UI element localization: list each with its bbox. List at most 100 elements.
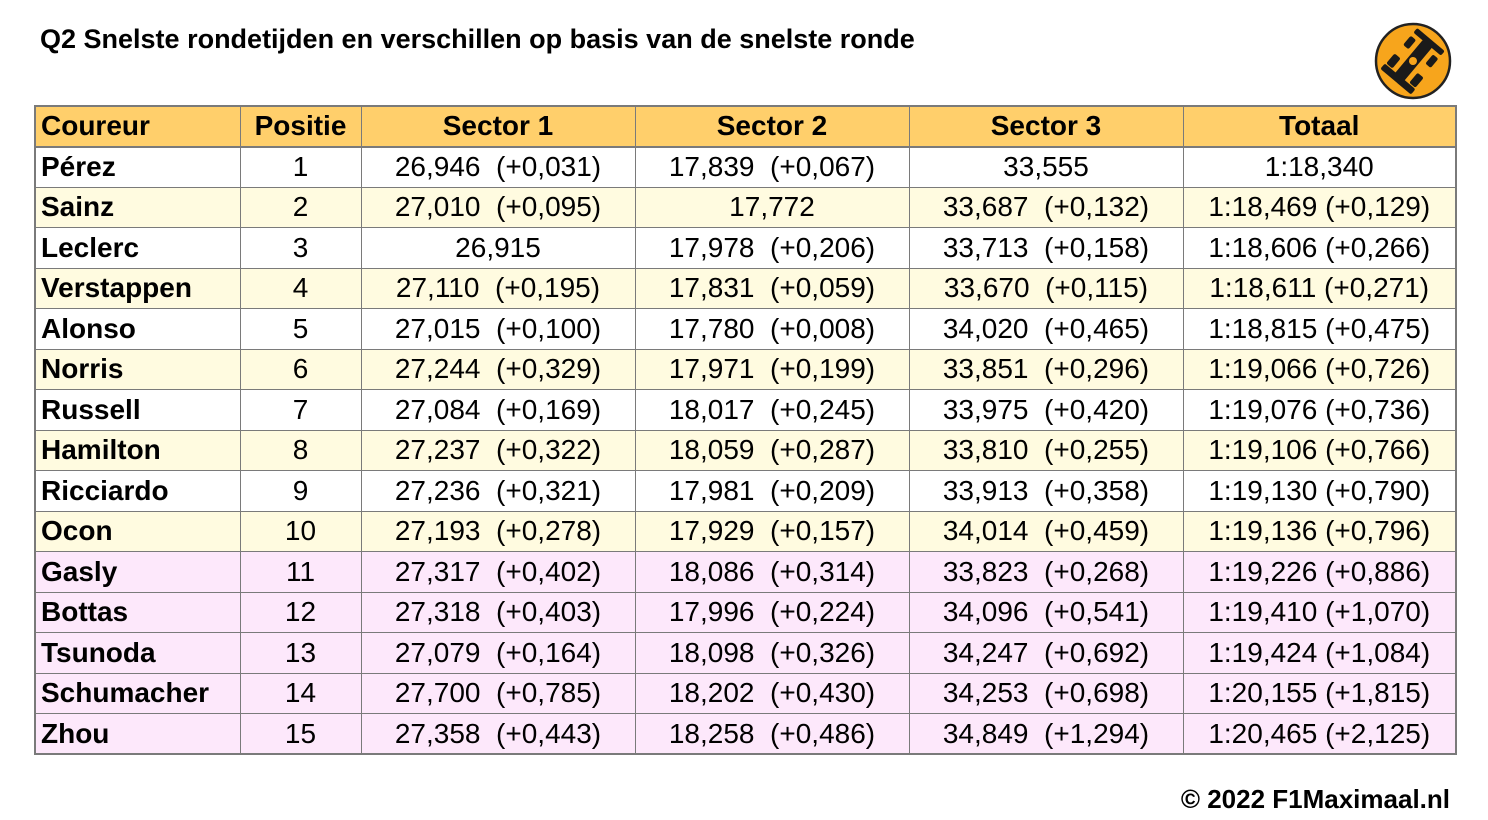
- header-coureur: Coureur: [34, 105, 241, 148]
- cell-sector-1: 27,317 (+0,402): [360, 551, 636, 593]
- cell-sector-1: 27,236 (+0,321): [360, 470, 636, 512]
- cell-sector-2: 17,780 (+0,008): [634, 308, 910, 350]
- cell-sector-1: 27,237 (+0,322): [360, 429, 636, 471]
- cell-position: 5: [239, 308, 362, 350]
- cell-total: 1:19,076 (+0,736): [1182, 389, 1457, 431]
- table-row: Norris 6 27,244 (+0,329) 17,971 (+0,199) 33,…: [34, 348, 1457, 390]
- cell-position: 11: [239, 551, 362, 593]
- cell-sector-3: 34,020 (+0,465): [908, 308, 1184, 350]
- cell-sector-2: 17,831 (+0,059): [634, 267, 910, 309]
- table-row: Sainz 2 27,010 (+0,095) 17,772 33,687 (+0,13…: [34, 186, 1457, 228]
- cell-position: 15: [239, 713, 362, 755]
- cell-total: 1:19,410 (+1,070): [1182, 591, 1457, 633]
- cell-sector-2: 17,971 (+0,199): [634, 348, 910, 390]
- cell-driver: Pérez: [34, 146, 241, 188]
- cell-sector-3: 33,823 (+0,268): [908, 551, 1184, 593]
- cell-driver: Hamilton: [34, 429, 241, 471]
- cell-total: 1:19,424 (+1,084): [1182, 632, 1457, 674]
- header-sector-1: Sector 1: [360, 105, 636, 148]
- cell-sector-2: 17,978 (+0,206): [634, 227, 910, 269]
- cell-driver: Ricciardo: [34, 470, 241, 512]
- copyright-text: © 2022 F1Maximaal.nl: [1180, 784, 1450, 814]
- cell-sector-3: 34,247 (+0,692): [908, 632, 1184, 674]
- cell-driver: Tsunoda: [34, 632, 241, 674]
- cell-position: 9: [239, 470, 362, 512]
- cell-sector-2: 17,772: [634, 186, 910, 228]
- cell-position: 2: [239, 186, 362, 228]
- cell-driver: Sainz: [34, 186, 241, 228]
- cell-sector-2: 17,981 (+0,209): [634, 470, 910, 512]
- cell-sector-1: 27,318 (+0,403): [360, 591, 636, 633]
- cell-driver: Gasly: [34, 551, 241, 593]
- table-row: Alonso 5 27,015 (+0,100) 17,780 (+0,008) 34,…: [34, 308, 1457, 350]
- cell-sector-1: 26,946 (+0,031): [360, 146, 636, 188]
- cell-position: 13: [239, 632, 362, 674]
- cell-total: 1:19,066 (+0,726): [1182, 348, 1457, 390]
- header-positie: Positie: [239, 105, 362, 148]
- header-row: Coureur Positie Sector 1 Sector 2 Sector…: [34, 105, 1457, 148]
- cell-sector-2: 18,059 (+0,287): [634, 429, 910, 471]
- cell-sector-3: 34,253 (+0,698): [908, 672, 1184, 714]
- cell-sector-3: 33,713 (+0,158): [908, 227, 1184, 269]
- cell-sector-1: 27,010 (+0,095): [360, 186, 636, 228]
- cell-sector-1: 27,084 (+0,169): [360, 389, 636, 431]
- table-row: Schumacher 14 27,700 (+0,785) 18,202 (+0,43…: [34, 672, 1457, 714]
- cell-position: 12: [239, 591, 362, 633]
- cell-sector-3: 33,810 (+0,255): [908, 429, 1184, 471]
- cell-sector-3: 33,687 (+0,132): [908, 186, 1184, 228]
- cell-sector-1: 27,358 (+0,443): [360, 713, 636, 755]
- cell-sector-3: 34,849 (+1,294): [908, 713, 1184, 755]
- cell-total: 1:20,465 (+2,125): [1182, 713, 1457, 755]
- table-row: Zhou 15 27,358 (+0,443) 18,258 (+0,486) 34,8…: [34, 713, 1457, 755]
- cell-sector-3: 33,913 (+0,358): [908, 470, 1184, 512]
- cell-position: 6: [239, 348, 362, 390]
- cell-driver: Zhou: [34, 713, 241, 755]
- cell-driver: Russell: [34, 389, 241, 431]
- cell-position: 14: [239, 672, 362, 714]
- cell-sector-1: 27,110 (+0,195): [360, 267, 636, 309]
- cell-position: 1: [239, 146, 362, 188]
- table-row: Bottas 12 27,318 (+0,403) 17,996 (+0,224) 34…: [34, 591, 1457, 633]
- cell-driver: Ocon: [34, 510, 241, 552]
- header-totaal: Totaal: [1182, 105, 1457, 148]
- cell-driver: Bottas: [34, 591, 241, 633]
- table-row: Hamilton 8 27,237 (+0,322) 18,059 (+0,287) 3…: [34, 429, 1457, 471]
- cell-sector-3: 34,014 (+0,459): [908, 510, 1184, 552]
- cell-sector-2: 18,086 (+0,314): [634, 551, 910, 593]
- cell-total: 1:18,340: [1182, 146, 1457, 188]
- table-row: Tsunoda 13 27,079 (+0,164) 18,098 (+0,326) 3…: [34, 632, 1457, 674]
- table-row: Pérez 1 26,946 (+0,031) 17,839 (+0,067) 33,5…: [34, 146, 1457, 188]
- cell-sector-2: 17,929 (+0,157): [634, 510, 910, 552]
- cell-sector-1: 27,244 (+0,329): [360, 348, 636, 390]
- cell-sector-1: 27,079 (+0,164): [360, 632, 636, 674]
- cell-sector-3: 33,975 (+0,420): [908, 389, 1184, 431]
- cell-total: 1:18,606 (+0,266): [1182, 227, 1457, 269]
- cell-position: 4: [239, 267, 362, 309]
- cell-total: 1:19,226 (+0,886): [1182, 551, 1457, 593]
- cell-sector-2: 18,258 (+0,486): [634, 713, 910, 755]
- table-row: Leclerc 3 26,915 17,978 (+0,206) 33,713 (+0,…: [34, 227, 1457, 269]
- cell-sector-2: 18,098 (+0,326): [634, 632, 910, 674]
- cell-total: 1:19,130 (+0,790): [1182, 470, 1457, 512]
- cell-sector-2: 17,839 (+0,067): [634, 146, 910, 188]
- cell-sector-3: 33,670 (+0,115): [908, 267, 1184, 309]
- table-row: Ocon 10 27,193 (+0,278) 17,929 (+0,157) 34,0…: [34, 510, 1457, 552]
- cell-position: 3: [239, 227, 362, 269]
- cell-sector-2: 18,202 (+0,430): [634, 672, 910, 714]
- cell-driver: Norris: [34, 348, 241, 390]
- results-table: Coureur Positie Sector 1 Sector 2 Sector…: [34, 105, 1457, 755]
- cell-sector-1: 27,193 (+0,278): [360, 510, 636, 552]
- table-row: Russell 7 27,084 (+0,169) 18,017 (+0,245) 33…: [34, 389, 1457, 431]
- table-body: Pérez 1 26,946 (+0,031) 17,839 (+0,067) 33,5…: [34, 146, 1457, 755]
- cell-total: 1:18,815 (+0,475): [1182, 308, 1457, 350]
- cell-total: 1:19,136 (+0,796): [1182, 510, 1457, 552]
- cell-position: 7: [239, 389, 362, 431]
- cell-driver: Leclerc: [34, 227, 241, 269]
- cell-sector-2: 18,017 (+0,245): [634, 389, 910, 431]
- table-row: Ricciardo 9 27,236 (+0,321) 17,981 (+0,209)…: [34, 470, 1457, 512]
- page-title: Q2 Snelste rondetijden en verschillen op…: [40, 24, 915, 54]
- header-sector-2: Sector 2: [634, 105, 910, 148]
- cell-total: 1:18,611 (+0,271): [1182, 267, 1457, 309]
- cell-sector-3: 33,555: [908, 146, 1184, 188]
- cell-total: 1:20,155 (+1,815): [1182, 672, 1457, 714]
